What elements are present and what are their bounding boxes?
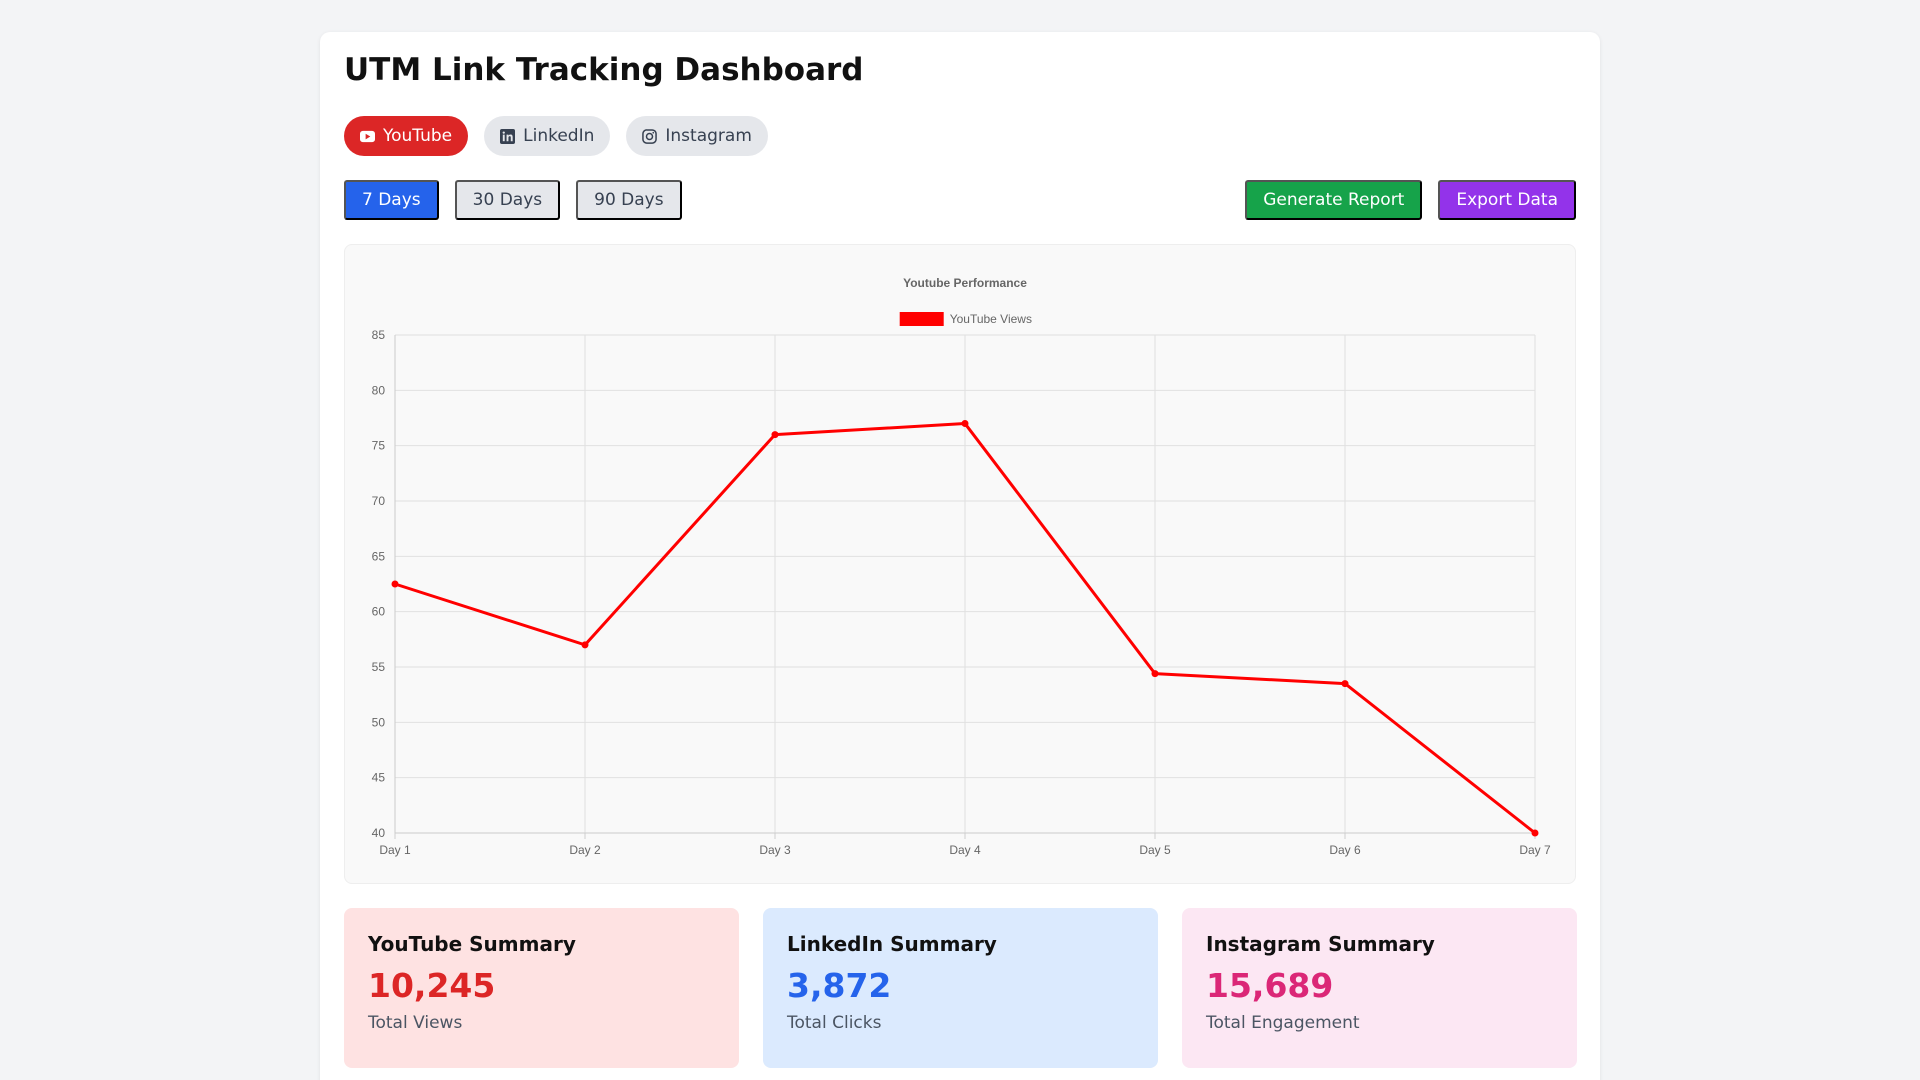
y-tick-label: 55 bbox=[372, 660, 386, 674]
linkedin-summary-card: LinkedIn Summary 3,872 Total Clicks bbox=[763, 908, 1158, 1068]
y-tick-label: 80 bbox=[372, 383, 386, 397]
y-tick-label: 60 bbox=[372, 605, 386, 619]
export-data-button[interactable]: Export Data bbox=[1438, 180, 1576, 220]
x-tick-label: Day 3 bbox=[759, 843, 791, 857]
platform-label: YouTube bbox=[383, 126, 453, 146]
platform-youtube-button[interactable]: YouTube bbox=[344, 116, 469, 156]
legend-label: YouTube Views bbox=[950, 312, 1032, 326]
summary-title: Instagram Summary bbox=[1206, 932, 1435, 956]
summary-cards: YouTube Summary 10,245 Total Views Linke… bbox=[344, 908, 1577, 1068]
dashboard-card: UTM Link Tracking Dashboard YouTube Link… bbox=[320, 32, 1600, 1080]
y-tick-label: 70 bbox=[372, 494, 386, 508]
data-point bbox=[391, 580, 399, 588]
youtube-summary-card: YouTube Summary 10,245 Total Views bbox=[344, 908, 739, 1068]
linkedin-icon bbox=[500, 128, 516, 144]
data-point bbox=[1341, 680, 1349, 688]
range-30-days-button[interactable]: 30 Days bbox=[454, 180, 561, 220]
data-point bbox=[581, 641, 589, 649]
summary-value: 15,689 bbox=[1206, 966, 1334, 1005]
range-7-days-button[interactable]: 7 Days bbox=[344, 180, 439, 220]
y-tick-label: 65 bbox=[372, 549, 386, 563]
legend-swatch bbox=[899, 312, 944, 326]
date-range-selector: 7 Days 30 Days 90 Days bbox=[344, 180, 682, 220]
instagram-summary-card: Instagram Summary 15,689 Total Engagemen… bbox=[1182, 908, 1577, 1068]
instagram-icon bbox=[642, 128, 658, 144]
y-tick-label: 85 bbox=[372, 328, 386, 342]
x-tick-label: Day 1 bbox=[379, 843, 411, 857]
summary-label: Total Views bbox=[368, 1013, 463, 1033]
summary-title: LinkedIn Summary bbox=[787, 932, 997, 956]
x-tick-label: Day 2 bbox=[569, 843, 601, 857]
platform-label: Instagram bbox=[665, 126, 752, 146]
action-buttons: Generate Report Export Data bbox=[1245, 180, 1576, 220]
y-tick-label: 75 bbox=[372, 439, 386, 453]
y-tick-label: 40 bbox=[372, 826, 386, 840]
data-point bbox=[1151, 670, 1159, 678]
platform-label: LinkedIn bbox=[523, 126, 595, 146]
platform-linkedin-button[interactable]: LinkedIn bbox=[484, 116, 611, 156]
line-chart: Youtube Performance YouTube Views 40 45 50 55… bbox=[372, 276, 1551, 857]
performance-chart: Youtube Performance YouTube Views 40 45 50 55… bbox=[344, 244, 1576, 884]
summary-value: 10,245 bbox=[368, 966, 496, 1005]
x-tick-label: Day 6 bbox=[1329, 843, 1361, 857]
range-90-days-button[interactable]: 90 Days bbox=[576, 180, 682, 220]
summary-title: YouTube Summary bbox=[368, 932, 576, 956]
generate-report-button[interactable]: Generate Report bbox=[1245, 180, 1423, 220]
summary-label: Total Engagement bbox=[1206, 1013, 1360, 1033]
platform-instagram-button[interactable]: Instagram bbox=[626, 116, 768, 156]
x-tick-label: Day 5 bbox=[1139, 843, 1171, 857]
data-point bbox=[961, 420, 969, 428]
y-tick-label: 50 bbox=[372, 715, 386, 729]
y-tick-label: 45 bbox=[372, 771, 386, 785]
x-tick-label: Day 4 bbox=[949, 843, 981, 857]
summary-label: Total Clicks bbox=[787, 1013, 882, 1033]
x-tick-label: Day 7 bbox=[1519, 843, 1551, 857]
data-point bbox=[1531, 829, 1539, 837]
chart-title: Youtube Performance bbox=[903, 276, 1027, 290]
page-title: UTM Link Tracking Dashboard bbox=[344, 52, 864, 88]
platform-selector: YouTube LinkedIn Instagram bbox=[344, 116, 768, 156]
summary-value: 3,872 bbox=[787, 966, 892, 1005]
youtube-icon bbox=[360, 129, 375, 144]
data-point bbox=[771, 431, 779, 439]
